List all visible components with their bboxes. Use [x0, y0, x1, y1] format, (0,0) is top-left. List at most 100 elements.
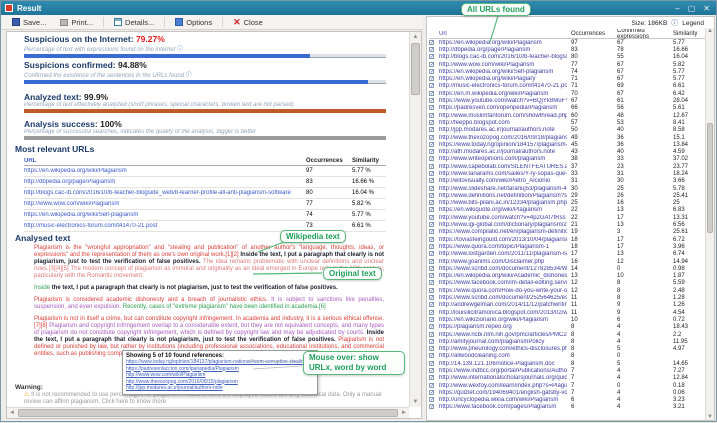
url-table-row[interactable]: ✓ http://www.jjoanlms.com/Disclaimer.php 1… [429, 258, 705, 265]
url-link[interactable]: https://www.facebook.com/pages/Plagiaris… [439, 404, 557, 411]
url-checkbox[interactable]: ✓ [429, 222, 435, 229]
tooltip-url-link[interactable]: https://www.today.ng/opinion/184137/plag… [126, 359, 307, 365]
url-table-row[interactable]: ✓ http://www.pneurology.com/ethics-disclo… [429, 345, 705, 352]
text-segment-green[interactable]: Inside [34, 285, 52, 291]
url-table-row[interactable]: ✓ http://www.definitions.net/definition/P… [429, 192, 705, 199]
url-checkbox[interactable]: ✓ [429, 54, 435, 61]
url-table-row[interactable]: ✓ http://jpp.modares.ac.ir/journal/author… [429, 127, 705, 134]
url-table-row[interactable]: ✓ http://www.muslimfanforum.com/showthrea… [429, 112, 705, 119]
url-checkbox[interactable]: ✓ [429, 346, 435, 353]
url-checkbox[interactable]: ✓ [429, 39, 435, 46]
text-segment-dark[interactable]: Inside the text, I put a paragraph that … [34, 252, 384, 265]
details-button[interactable]: Details... [108, 16, 160, 29]
column-header-similarity[interactable]: Similarity [352, 158, 380, 164]
column-header-occurrences[interactable]: Occurrences [306, 158, 343, 164]
url-link[interactable]: https://en.wikipedia.org/wiki/Academic_d… [439, 273, 567, 280]
url-checkbox[interactable]: ✓ [429, 214, 435, 221]
url-link[interactable]: http://www.wexfoy.com/learn/index.php?s=… [439, 382, 567, 389]
url-link[interactable]: http://uncyclopedia.wikia.com/wiki/Plagi… [439, 397, 559, 404]
relevant-url-row[interactable]: http://dbpedia.org/page/Plagiarism 83 16.6… [24, 177, 386, 188]
url-table-row[interactable]: ✓ https://www.quora.com/How-do-you-write-… [429, 287, 705, 294]
url-checkbox[interactable]: ✓ [429, 163, 435, 170]
text-segment-purple[interactable]: Plagiarism and copyright infringement ov… [34, 323, 385, 336]
url-table-row[interactable]: ✓ http://music-electronics-forum.com/t414… [429, 83, 705, 90]
tooltip-url-link[interactable]: http://www.wow.com/wiki/Plagiarism [126, 372, 206, 378]
url-checkbox[interactable]: ✓ [429, 265, 435, 272]
url-checkbox[interactable]: ✓ [429, 90, 435, 97]
url-checkbox[interactable]: ✓ [429, 236, 435, 243]
url-link[interactable]: https://en.m.wikipedia.org/wiki/Plagiari… [439, 90, 549, 97]
url-table-row[interactable]: ✓ https://www.indbcc.org/portal/Publicati… [429, 367, 705, 374]
url-checkbox[interactable]: ✓ [429, 273, 435, 280]
url-table-row[interactable]: ✓ http://louisilicitramonica.blogspot.com… [429, 309, 705, 316]
url-table-row[interactable]: ✓ https://en.wikizionario.org/wiki/Plagia… [429, 316, 705, 323]
url-link[interactable]: http://feeppo.blogspot.com [439, 119, 510, 126]
url-checkbox[interactable]: ✓ [429, 368, 435, 374]
url-link[interactable]: https://www.indbcc.org/portal/Publicatio… [439, 368, 567, 374]
url-link[interactable]: http://www.wow.com/wiki/Plagiarism [24, 201, 120, 207]
url-link[interactable]: http://music-electronics-forum.com/t4147… [439, 83, 567, 90]
url-table-row[interactable]: ✓ https://www.facebook.com/im-detail-edit… [429, 280, 705, 287]
url-checkbox[interactable]: ✓ [429, 178, 435, 185]
url-link[interactable]: https://en.wikiquote.org/wiki/Plagiarism [439, 207, 543, 214]
scroll-up-icon[interactable]: ▲ [707, 28, 713, 34]
url-link[interactable]: https://en.wikipedia.org/wiki/Plagiary [439, 76, 536, 83]
column-header-url[interactable]: Url [439, 30, 447, 37]
url-link[interactable]: http://jpp.modares.ac.ir/journal/authors… [439, 127, 555, 134]
url-checkbox[interactable]: ✓ [429, 112, 435, 119]
url-table-row[interactable]: ✓ https://en.wikipedia.org/wiki/Academic_… [429, 273, 705, 280]
url-table-row[interactable]: ✓ http://www.igi-global.com/dictionary/pl… [429, 221, 705, 228]
url-table-row[interactable]: ✓ http://14.139.121.106/notice-Plagiarism… [429, 360, 705, 367]
url-table-row[interactable]: ✓ https://padresven.com/openpedia/Plagiar… [429, 105, 705, 112]
url-checkbox[interactable]: ✓ [429, 200, 435, 207]
url-link[interactable]: http://allwoodcleaning.com [439, 353, 510, 360]
url-link[interactable]: https://en.wikipedia.org/wiki/Plagiarism [439, 39, 542, 46]
text-segment-green[interactable]: Recently, cases of "extreme plagiarism" … [122, 304, 326, 310]
url-checkbox[interactable]: ✓ [429, 156, 435, 163]
url-checkbox[interactable]: ✓ [429, 280, 435, 287]
url-table-row[interactable]: ✓ http://witovisually.com/wiki/Pietro_Alc… [429, 178, 705, 185]
relevant-url-row[interactable]: http://music-electronics-forum.com/t4147… [24, 221, 386, 232]
url-checkbox[interactable]: ✓ [429, 127, 435, 134]
url-checkbox[interactable]: ✓ [429, 295, 435, 302]
url-link[interactable]: https://www.youtube.com/watch?v=BQjYk8Mu… [439, 98, 567, 105]
url-checkbox[interactable]: ✓ [429, 353, 435, 360]
tooltip-url-link[interactable]: http://www.thexozopog.com/2016/08/15/pla… [126, 378, 238, 385]
url-table-row[interactable]: ✓ http://uncyclopedia.wikia.com/wiki/Plag… [429, 397, 705, 404]
url-table-row[interactable]: ✓ http://www.youtube.com/watch?v=4p2GAf7f… [429, 214, 705, 221]
url-link[interactable]: http://blogs.cac-ib.com/2016/10/b-teache… [24, 190, 291, 196]
minimize-icon[interactable]: – [675, 3, 680, 13]
url-link[interactable]: http://witovisually.com/wiki/Pietro_Alci… [439, 178, 551, 185]
url-link[interactable]: https://www.ncbi.nlm.nih.gov/pmc/article… [439, 331, 567, 338]
url-link[interactable]: https://www.today.ng/opinion/184157/plag… [439, 141, 567, 148]
url-checkbox[interactable]: ✓ [429, 105, 435, 112]
options-button[interactable]: Options [169, 16, 218, 29]
url-checkbox[interactable]: ✓ [429, 119, 435, 126]
scroll-right-icon[interactable]: ► [401, 410, 407, 416]
url-link[interactable]: https://plagiarism.repeo.org [439, 324, 512, 331]
url-link[interactable]: https://en.wikizionario.org/wiki/Plagiar… [439, 316, 549, 323]
right-vertical-scrollbar[interactable]: ▲ ▼ [705, 28, 714, 420]
url-link[interactable]: https://en.wikipedia.org/wiki/Plagiarism [24, 168, 127, 174]
url-checkbox[interactable]: ✓ [429, 229, 435, 236]
url-link[interactable]: https://en.wikipedia.org/wiki/Self-plagi… [24, 212, 139, 218]
url-link[interactable]: http://dbpedia.org/page/Plagiarism [439, 46, 531, 53]
scroll-down-icon[interactable]: ▼ [707, 414, 713, 420]
url-table-row[interactable]: ✓ https://www.quora.com/topic/Plagiarism-… [429, 243, 705, 250]
text-segment-dark[interactable]: Inside the text, I put a paragraph that … [34, 330, 384, 343]
url-checkbox[interactable]: ✓ [429, 134, 435, 141]
url-link[interactable]: https://www.facebook.com/im-detail-editi… [439, 280, 567, 287]
url-checkbox[interactable]: ✓ [429, 243, 435, 250]
close-button[interactable]: ✕ Close [227, 16, 269, 29]
save-button[interactable]: Save... [6, 16, 52, 29]
url-link[interactable]: https://www.quora.com/topic/Plagiarism-1 [439, 243, 550, 250]
url-link[interactable]: http://www.tanarams.com/sailes/Y-ry-sopa… [439, 170, 567, 177]
url-link[interactable]: http://amityjournal.com/plagiarismPolicy [439, 338, 545, 345]
url-link[interactable]: http://music-electronics-forum.com/t4147… [24, 223, 158, 229]
url-link[interactable]: http://www.thexozopog.com/2016/09/18/pla… [439, 134, 567, 141]
left-horizontal-scrollbar[interactable]: ◄ ► [7, 407, 409, 418]
scroll-down-icon[interactable]: ▼ [412, 399, 419, 405]
url-table-row[interactable]: ✓ http://allwoodcleaning.com 8 0 [429, 353, 705, 360]
print-button[interactable]: Print... [54, 16, 99, 29]
url-link[interactable]: http://dbpedia.org/page/Plagiarism [24, 179, 116, 185]
